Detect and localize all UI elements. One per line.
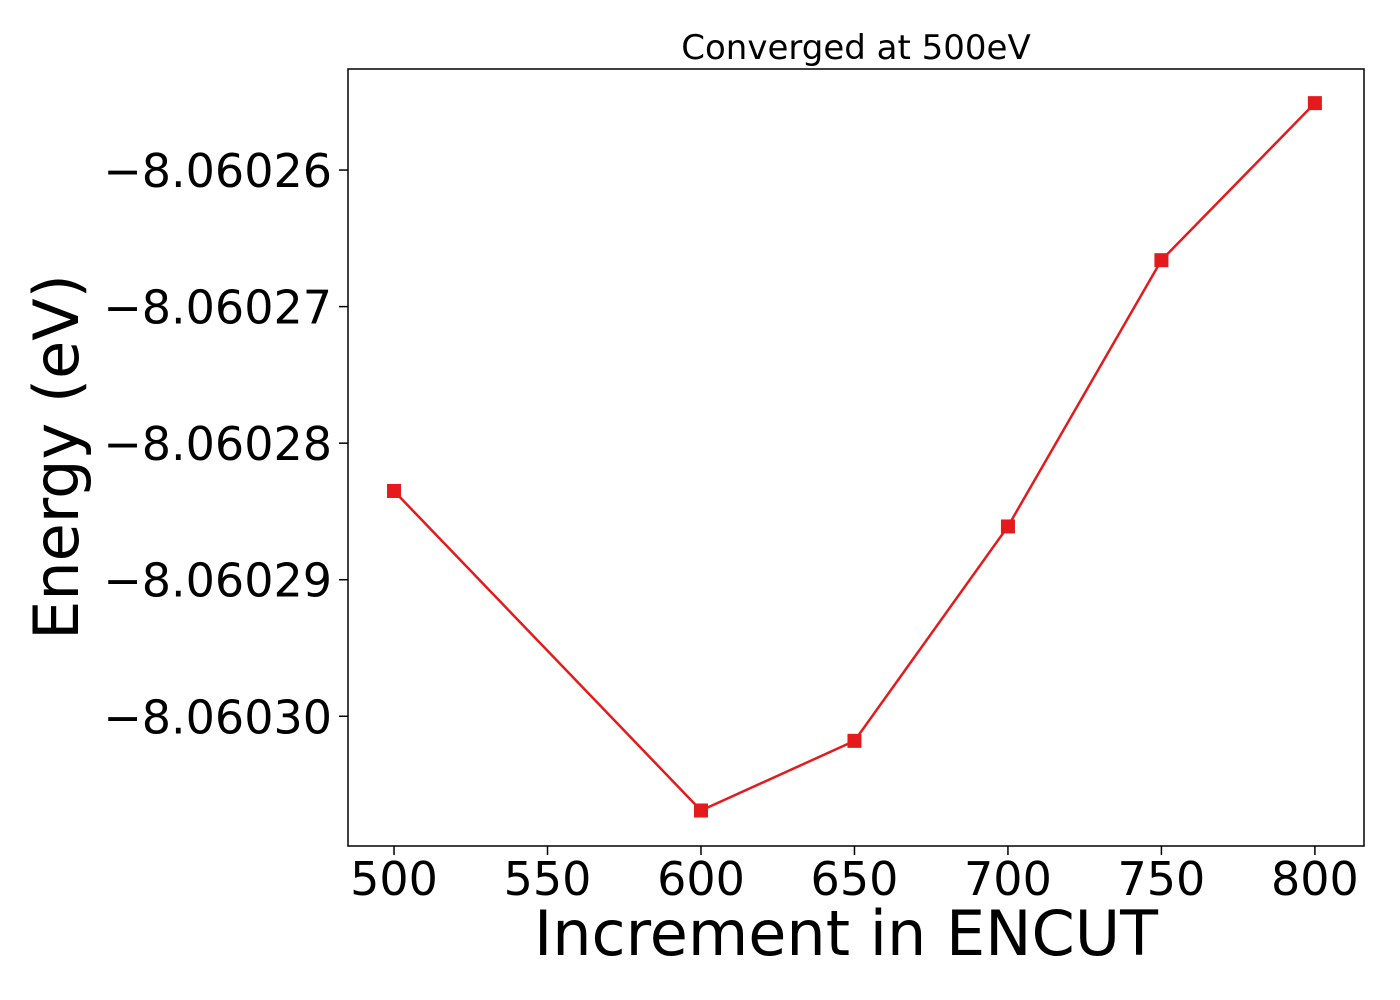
x-tick-label: 800 [1271, 852, 1359, 906]
x-tick-label: 600 [657, 852, 745, 906]
y-axis-label: Energy (eV) [20, 274, 93, 640]
chart-title: Converged at 500eV [681, 28, 1030, 68]
data-point [847, 733, 862, 748]
data-point [693, 803, 708, 818]
data-point [1154, 253, 1169, 268]
x-axis-label: Increment in ENCUT [534, 897, 1159, 970]
x-tick-label: 550 [504, 852, 592, 906]
plot-frame [347, 68, 1365, 847]
y-tick-label: −8.06027 [103, 281, 332, 335]
x-tick-label: 650 [811, 852, 899, 906]
data-point [1307, 96, 1322, 111]
x-axis-ticks: 500 550 600 650 700 750 800 [350, 846, 1359, 906]
y-tick-label: −8.06029 [103, 554, 332, 608]
y-tick-label: −8.06030 [103, 690, 332, 744]
y-tick-label: −8.06028 [103, 417, 332, 471]
data-point [1000, 519, 1015, 534]
y-tick-label: −8.06026 [103, 144, 332, 198]
data-point [387, 483, 402, 498]
series-line [393, 102, 1316, 813]
y-axis-ticks: −8.06026 −8.06027 −8.06028 −8.06029 −8.06030 [103, 144, 348, 744]
x-tick-label: 700 [964, 852, 1052, 906]
series-layer [387, 96, 1322, 818]
x-tick-label: 500 [350, 852, 438, 906]
x-tick-label: 750 [1118, 852, 1206, 906]
